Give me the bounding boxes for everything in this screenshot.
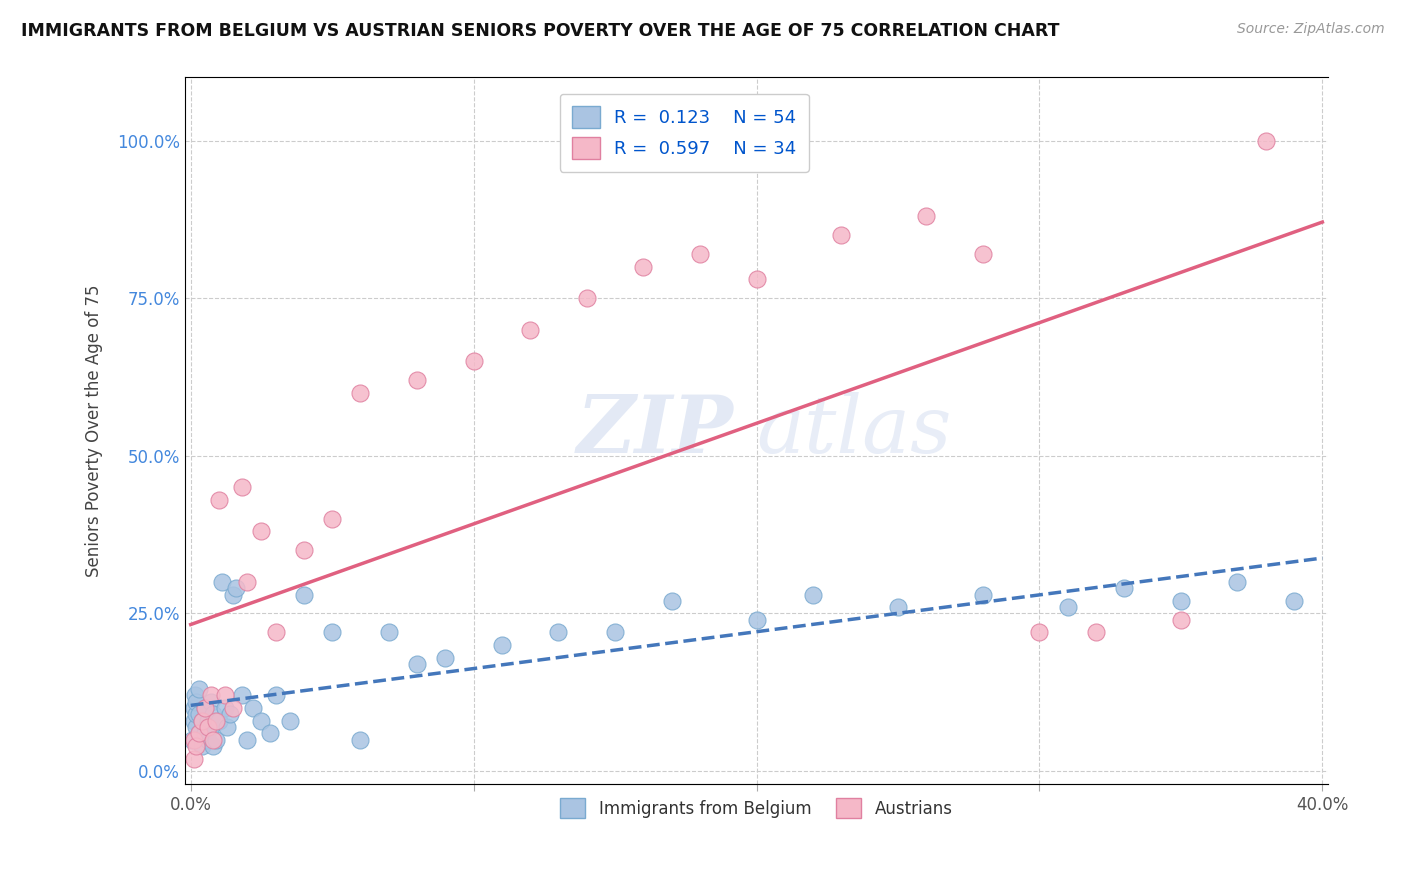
- Point: [463, 354, 485, 368]
- Point: [491, 638, 513, 652]
- Point: [242, 701, 264, 715]
- Point: [915, 209, 938, 223]
- Point: [250, 524, 273, 539]
- Point: [689, 247, 711, 261]
- Point: [191, 714, 214, 728]
- Point: [202, 739, 225, 753]
- Point: [745, 272, 768, 286]
- Point: [217, 720, 239, 734]
- Point: [200, 695, 222, 709]
- Point: [575, 291, 598, 305]
- Point: [661, 594, 683, 608]
- Text: atlas: atlas: [756, 392, 952, 469]
- Point: [200, 689, 222, 703]
- Point: [321, 512, 343, 526]
- Point: [181, 732, 204, 747]
- Text: ZIP: ZIP: [576, 392, 734, 469]
- Point: [183, 714, 205, 728]
- Point: [633, 260, 655, 274]
- Point: [191, 714, 214, 728]
- Point: [214, 701, 236, 715]
- Point: [231, 689, 253, 703]
- Point: [208, 714, 231, 728]
- Text: Source: ZipAtlas.com: Source: ZipAtlas.com: [1237, 22, 1385, 37]
- Point: [236, 574, 259, 589]
- Y-axis label: Seniors Poverty Over the Age of 75: Seniors Poverty Over the Age of 75: [86, 285, 103, 577]
- Point: [406, 373, 429, 387]
- Point: [1085, 625, 1108, 640]
- Point: [292, 543, 315, 558]
- Point: [184, 689, 207, 703]
- Point: [1254, 134, 1277, 148]
- Point: [801, 588, 824, 602]
- Point: [1226, 574, 1249, 589]
- Point: [202, 732, 225, 747]
- Point: [1028, 625, 1050, 640]
- Point: [406, 657, 429, 671]
- Point: [225, 581, 247, 595]
- Point: [264, 689, 287, 703]
- Point: [972, 588, 994, 602]
- Point: [211, 574, 233, 589]
- Point: [377, 625, 399, 640]
- Legend: Immigrants from Belgium, Austrians: Immigrants from Belgium, Austrians: [554, 791, 959, 825]
- Point: [278, 714, 301, 728]
- Point: [200, 720, 222, 734]
- Point: [186, 707, 208, 722]
- Point: [197, 732, 219, 747]
- Point: [519, 323, 541, 337]
- Point: [292, 588, 315, 602]
- Point: [183, 701, 205, 715]
- Point: [830, 228, 852, 243]
- Point: [603, 625, 626, 640]
- Point: [250, 714, 273, 728]
- Point: [188, 707, 211, 722]
- Point: [1114, 581, 1136, 595]
- Point: [222, 701, 245, 715]
- Point: [194, 701, 217, 715]
- Point: [887, 600, 910, 615]
- Point: [188, 726, 211, 740]
- Point: [205, 714, 228, 728]
- Point: [205, 732, 228, 747]
- Point: [188, 682, 211, 697]
- Text: IMMIGRANTS FROM BELGIUM VS AUSTRIAN SENIORS POVERTY OVER THE AGE OF 75 CORRELATI: IMMIGRANTS FROM BELGIUM VS AUSTRIAN SENI…: [21, 22, 1060, 40]
- Point: [1170, 613, 1192, 627]
- Point: [349, 732, 371, 747]
- Point: [321, 625, 343, 640]
- Point: [197, 714, 219, 728]
- Point: [208, 492, 231, 507]
- Point: [222, 588, 245, 602]
- Point: [259, 726, 281, 740]
- Point: [434, 650, 457, 665]
- Point: [202, 707, 225, 722]
- Point: [231, 480, 253, 494]
- Point: [186, 720, 208, 734]
- Point: [349, 385, 371, 400]
- Point: [1282, 594, 1305, 608]
- Point: [972, 247, 994, 261]
- Point: [194, 701, 217, 715]
- Point: [191, 739, 214, 753]
- Point: [194, 726, 217, 740]
- Point: [264, 625, 287, 640]
- Point: [547, 625, 569, 640]
- Point: [186, 739, 208, 753]
- Point: [183, 732, 205, 747]
- Point: [214, 689, 236, 703]
- Point: [183, 751, 205, 765]
- Point: [219, 707, 242, 722]
- Point: [188, 726, 211, 740]
- Point: [236, 732, 259, 747]
- Point: [186, 695, 208, 709]
- Point: [1056, 600, 1078, 615]
- Point: [1170, 594, 1192, 608]
- Point: [197, 720, 219, 734]
- Point: [745, 613, 768, 627]
